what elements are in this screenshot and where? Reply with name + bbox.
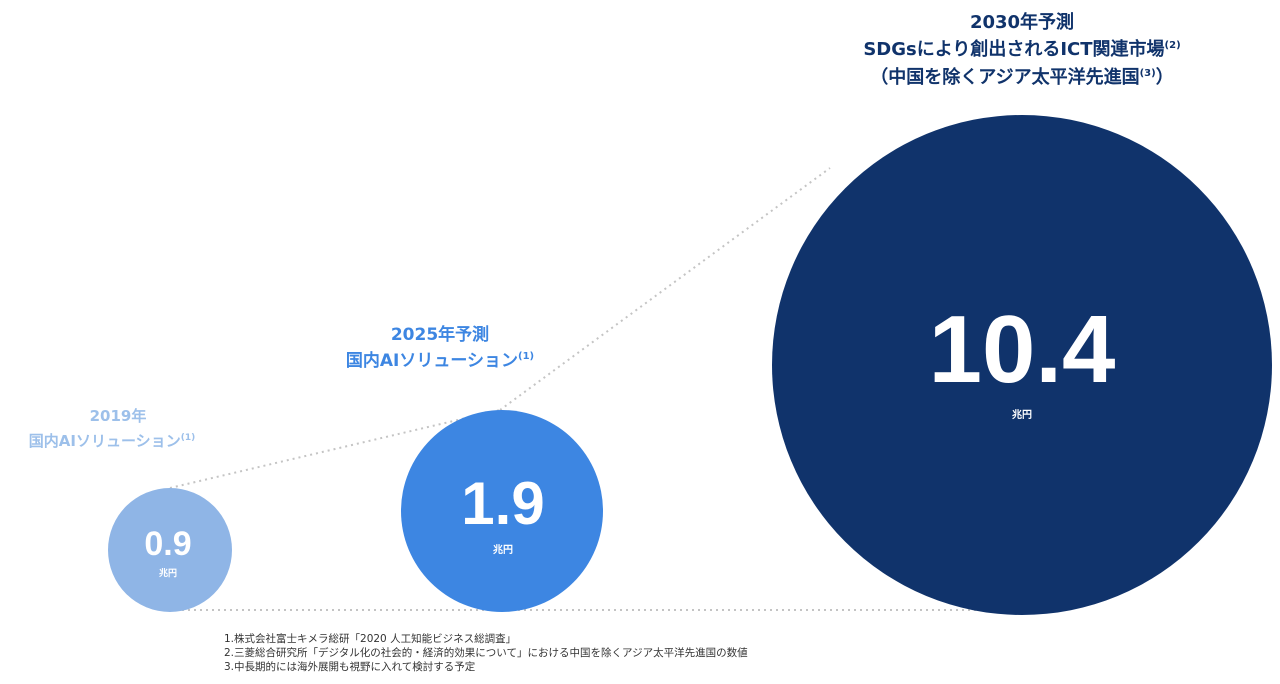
bubble-2025 <box>401 410 603 612</box>
category-label-2019: 国内AIソリューション(1) <box>29 432 195 450</box>
note-ref-2030-b: (3) <box>1140 68 1156 79</box>
category-sub-text-2030: （中国を除くアジア太平洋先進国 <box>870 66 1139 88</box>
bubble-2019 <box>108 488 232 612</box>
year-label-2019: 2019年 <box>90 407 147 425</box>
unit-label-2019: 兆円 <box>159 567 177 579</box>
note-ref-2030: (2) <box>1165 40 1181 51</box>
category-text-2030: SDGsにより創出されるICT関連市場 <box>863 38 1164 60</box>
category-sub-label-2030: （中国を除くアジア太平洋先進国(3)） <box>870 66 1173 88</box>
footnote-1: 1.株式会社富士キメラ総研「2020 人工知能ビジネス総調査」 <box>224 633 517 645</box>
value-label-2019: 0.9 <box>144 525 191 563</box>
unit-label-2025: 兆円 <box>493 543 513 556</box>
connector-line-2 <box>499 167 831 411</box>
category-sub-end-2030: ） <box>1156 67 1174 88</box>
category-label-2025: 国内AIソリューション(1) <box>346 350 534 371</box>
footnote-3: 3.中長期的には海外展開も視野に入れて検討する予定 <box>224 661 476 673</box>
year-label-2030: 2030年予測 <box>970 11 1074 33</box>
value-label-2030: 10.4 <box>929 296 1116 403</box>
note-ref-2019: (1) <box>181 433 196 443</box>
connector-line-1 <box>169 409 501 489</box>
value-label-2025: 1.9 <box>461 470 544 537</box>
category-text-2025: 国内AIソリューション <box>346 350 518 371</box>
category-label-2030: SDGsにより創出されるICT関連市場(2) <box>863 38 1180 60</box>
year-label-2025: 2025年予測 <box>391 324 489 345</box>
bubble-2030 <box>772 115 1272 615</box>
note-ref-2025: (1) <box>518 351 534 362</box>
unit-label-2030: 兆円 <box>1012 408 1032 421</box>
category-text-2019: 国内AIソリューション <box>29 432 181 450</box>
footnote-2: 2.三菱総合研究所「デジタル化の社会的・経済的効果について」における中国を除くア… <box>224 647 748 659</box>
footnotes: 1.株式会社富士キメラ総研「2020 人工知能ビジネス総調査」 2.三菱総合研究… <box>224 632 748 674</box>
